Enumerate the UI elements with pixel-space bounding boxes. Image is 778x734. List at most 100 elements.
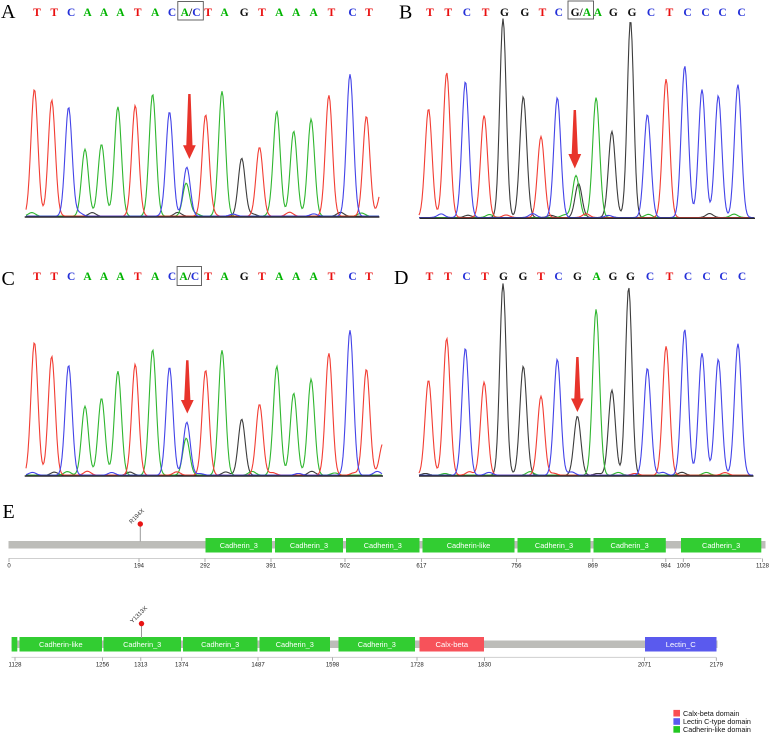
- svg-text:1830: 1830: [478, 662, 492, 668]
- svg-text:Lectin C-type domain: Lectin C-type domain: [683, 717, 751, 726]
- svg-text:C: C: [463, 7, 471, 19]
- svg-text:A: A: [100, 7, 109, 19]
- svg-text:C: C: [684, 271, 692, 283]
- svg-text:869: 869: [588, 564, 599, 570]
- svg-text:G: G: [499, 271, 508, 283]
- svg-text:C: C: [555, 7, 563, 19]
- svg-text:Cadherin_3: Cadherin_3: [364, 541, 402, 550]
- svg-text:C: C: [554, 271, 562, 283]
- svg-text:G: G: [573, 271, 582, 283]
- svg-text:C: C: [67, 271, 75, 283]
- svg-text:T: T: [134, 7, 142, 19]
- svg-text:1313: 1313: [134, 662, 148, 668]
- svg-text:194: 194: [134, 564, 145, 570]
- svg-text:292: 292: [200, 564, 211, 570]
- svg-text:T: T: [365, 7, 373, 19]
- svg-text:A: A: [275, 271, 284, 283]
- svg-text:C: C: [168, 271, 176, 283]
- svg-text:A: A: [116, 271, 125, 283]
- svg-text:Cadherin_3: Cadherin_3: [535, 541, 573, 550]
- svg-text:T: T: [204, 7, 212, 19]
- svg-text:C: C: [737, 7, 745, 19]
- svg-text:A: A: [292, 271, 301, 283]
- svg-text:Cadherin-like domain: Cadherin-like domain: [683, 725, 751, 734]
- svg-text:T: T: [666, 7, 674, 19]
- svg-text:A: A: [1, 1, 16, 23]
- svg-text:1598: 1598: [326, 662, 340, 668]
- svg-text:Cadherin_3: Cadherin_3: [276, 640, 314, 649]
- svg-text:Cadherin_3: Cadherin_3: [123, 640, 161, 649]
- svg-text:A: A: [275, 7, 284, 19]
- svg-text:502: 502: [340, 564, 351, 570]
- svg-text:A: A: [220, 271, 229, 283]
- svg-text:1256: 1256: [96, 662, 110, 668]
- svg-text:C: C: [646, 271, 654, 283]
- svg-text:2071: 2071: [638, 662, 652, 668]
- svg-text:T: T: [134, 271, 142, 283]
- svg-text:A: A: [594, 7, 603, 19]
- svg-text:391: 391: [266, 564, 277, 570]
- svg-text:E: E: [3, 501, 15, 523]
- svg-text:C: C: [462, 271, 470, 283]
- svg-text:A: A: [116, 7, 125, 19]
- svg-text:T: T: [33, 7, 41, 19]
- svg-text:Calx-beta: Calx-beta: [436, 640, 469, 649]
- svg-text:Cadherin_3: Cadherin_3: [610, 541, 648, 550]
- svg-text:A: A: [309, 7, 318, 19]
- svg-text:T: T: [50, 7, 58, 19]
- svg-text:C: C: [718, 7, 726, 19]
- svg-text:C: C: [2, 268, 15, 290]
- svg-text:D: D: [394, 267, 408, 289]
- svg-text:A: A: [100, 271, 109, 283]
- svg-text:T: T: [426, 271, 434, 283]
- svg-text:0: 0: [7, 564, 11, 570]
- svg-text:C: C: [168, 7, 176, 19]
- svg-text:T: T: [328, 7, 336, 19]
- svg-text:A: A: [220, 7, 229, 19]
- svg-text:G: G: [240, 7, 249, 19]
- svg-text:A: A: [83, 7, 92, 19]
- svg-text:G: G: [609, 271, 618, 283]
- svg-text:C: C: [701, 7, 709, 19]
- svg-text:Calx-beta domain: Calx-beta domain: [683, 709, 739, 718]
- svg-text:Cadherin_3: Cadherin_3: [358, 640, 396, 649]
- svg-text:C: C: [702, 271, 710, 283]
- svg-text:A: A: [83, 271, 92, 283]
- svg-text:T: T: [481, 271, 489, 283]
- svg-text:Lectin_C: Lectin_C: [666, 640, 696, 649]
- svg-text:T: T: [444, 7, 452, 19]
- svg-text:T: T: [365, 271, 373, 283]
- svg-text:G: G: [519, 271, 528, 283]
- svg-text:G: G: [609, 7, 618, 19]
- svg-text:Cadherin_3: Cadherin_3: [201, 640, 239, 649]
- svg-text:A: A: [151, 7, 160, 19]
- svg-text:G: G: [626, 271, 635, 283]
- svg-text:T: T: [33, 271, 41, 283]
- svg-text:T: T: [482, 7, 490, 19]
- svg-text:1009: 1009: [677, 564, 691, 570]
- svg-text:T: T: [258, 7, 266, 19]
- svg-text:C: C: [683, 7, 691, 19]
- svg-text:1128: 1128: [9, 662, 23, 668]
- svg-text:Cadherin_3: Cadherin_3: [702, 541, 740, 550]
- svg-text:G: G: [520, 7, 529, 19]
- svg-text:2179: 2179: [710, 662, 724, 668]
- svg-text:G/A: G/A: [571, 7, 592, 19]
- svg-text:A: A: [292, 7, 301, 19]
- svg-text:T: T: [204, 271, 212, 283]
- svg-text:A: A: [151, 271, 160, 283]
- svg-text:1487: 1487: [251, 662, 265, 668]
- svg-text:617: 617: [416, 564, 427, 570]
- svg-text:T: T: [539, 7, 547, 19]
- svg-text:B: B: [399, 2, 412, 24]
- svg-text:A/C: A/C: [179, 271, 199, 283]
- svg-text:T: T: [328, 271, 336, 283]
- svg-text:1374: 1374: [175, 662, 189, 668]
- svg-text:T: T: [666, 271, 674, 283]
- svg-text:G: G: [240, 271, 249, 283]
- svg-text:T: T: [537, 271, 545, 283]
- svg-text:A: A: [309, 271, 318, 283]
- svg-text:Cadherin_3: Cadherin_3: [220, 541, 258, 550]
- svg-text:T: T: [444, 271, 452, 283]
- svg-text:T: T: [426, 7, 434, 19]
